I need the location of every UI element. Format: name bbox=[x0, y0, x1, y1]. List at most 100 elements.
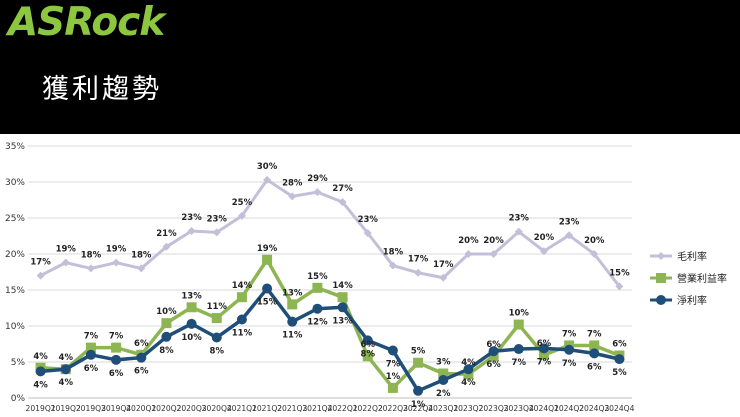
data-point-marker bbox=[288, 192, 297, 201]
data-point-marker bbox=[337, 302, 348, 313]
data-label-gross: 18% bbox=[81, 250, 102, 260]
data-point-marker bbox=[414, 268, 423, 277]
data-label-net: 8% bbox=[159, 346, 174, 356]
x-tick-label: 2020Q3 bbox=[177, 404, 207, 413]
y-tick-label: 0% bbox=[11, 394, 26, 404]
series-gross bbox=[36, 175, 624, 291]
data-label-operating: 4% bbox=[461, 358, 476, 368]
x-tick-label: 2023Q2 bbox=[453, 404, 483, 413]
data-point-marker bbox=[35, 366, 46, 377]
data-point-marker bbox=[539, 247, 548, 256]
data-point-marker bbox=[590, 250, 599, 258]
data-label-operating: 14% bbox=[232, 281, 253, 291]
data-point-marker bbox=[538, 349, 549, 360]
data-point-marker bbox=[363, 229, 372, 238]
data-label-operating: 11% bbox=[207, 302, 228, 312]
data-point-marker bbox=[614, 354, 625, 365]
data-label-net: 7% bbox=[562, 359, 577, 369]
data-point-marker bbox=[236, 292, 247, 303]
data-point-marker bbox=[186, 302, 197, 313]
y-tick-label: 25% bbox=[5, 214, 25, 224]
data-label-operating: 6% bbox=[486, 340, 501, 350]
x-tick-label: 2021Q2 bbox=[252, 404, 282, 413]
x-tick-label: 2019Q2 bbox=[51, 404, 81, 413]
data-label-gross: 29% bbox=[307, 174, 328, 184]
data-point-marker bbox=[262, 254, 273, 265]
data-label-gross: 19% bbox=[56, 245, 77, 255]
data-label-net: 7% bbox=[386, 359, 401, 369]
data-label-gross: 17% bbox=[30, 258, 51, 268]
data-point-marker bbox=[463, 364, 474, 375]
data-point-marker bbox=[186, 318, 197, 329]
data-label-operating: 14% bbox=[332, 281, 353, 291]
data-label-operating: 7% bbox=[109, 332, 124, 342]
x-tick-label: 2021Q1 bbox=[227, 404, 257, 413]
y-tick-label: 20% bbox=[5, 250, 25, 260]
x-tick-label: 2019Q1 bbox=[26, 404, 56, 413]
data-point-marker bbox=[262, 283, 273, 294]
data-point-marker bbox=[438, 375, 449, 385]
series-line-gross bbox=[39, 178, 621, 288]
x-tick-label: 2022Q2 bbox=[353, 404, 383, 413]
data-label-gross: 20% bbox=[458, 236, 479, 246]
data-label-gross: 23% bbox=[181, 213, 202, 223]
series-net bbox=[35, 283, 625, 396]
data-point-marker bbox=[136, 352, 147, 363]
data-label-operating: 3% bbox=[436, 358, 451, 368]
data-label-net: 10% bbox=[181, 333, 202, 343]
x-tick-label: 2023Q3 bbox=[479, 404, 509, 413]
data-label-operating: 6% bbox=[537, 339, 552, 349]
data-point-marker bbox=[338, 198, 347, 207]
x-tick-label: 2020Q4 bbox=[202, 404, 232, 413]
data-label-net: 13% bbox=[332, 316, 353, 326]
data-point-marker bbox=[488, 351, 499, 362]
data-label-net: 6% bbox=[109, 369, 124, 379]
data-label-gross: 15% bbox=[609, 268, 630, 278]
data-label-operating: 7% bbox=[587, 329, 602, 339]
data-point-marker bbox=[388, 261, 397, 270]
data-label-gross: 25% bbox=[232, 198, 253, 208]
data-point-marker bbox=[565, 231, 574, 240]
data-point-marker bbox=[312, 303, 323, 314]
grid-lines bbox=[28, 145, 632, 399]
data-point-marker bbox=[488, 346, 499, 357]
data-point-marker bbox=[287, 299, 298, 310]
data-point-marker bbox=[61, 258, 70, 267]
data-point-marker bbox=[85, 342, 96, 353]
data-point-marker bbox=[438, 368, 449, 379]
data-label-net: 2% bbox=[436, 389, 451, 399]
series-group bbox=[35, 175, 625, 396]
data-label-operating: 7% bbox=[562, 329, 577, 339]
legend-label: 淨利率 bbox=[677, 294, 707, 307]
data-point-marker bbox=[489, 250, 498, 258]
legend-label: 營業利益率 bbox=[677, 272, 727, 285]
data-label-net: 7% bbox=[512, 358, 527, 368]
y-tick-label: 10% bbox=[5, 322, 25, 332]
data-labels: 17% 19% 18% 19% 18% 21% 23% 23% 25% 30% 28% 29% 27% 2… bbox=[30, 162, 630, 410]
data-label-gross: 30% bbox=[257, 162, 278, 172]
data-label-gross: 17% bbox=[433, 260, 454, 270]
x-tick-label: 2022Q3 bbox=[378, 404, 408, 413]
data-label-net: 4% bbox=[461, 378, 476, 388]
data-label-net: 7% bbox=[537, 357, 552, 367]
legend-item-gross: 毛利率 bbox=[650, 250, 707, 263]
data-label-operating: 4% bbox=[33, 352, 48, 362]
data-point-marker bbox=[161, 318, 172, 329]
data-label-operating: 19% bbox=[257, 244, 278, 254]
data-point-marker bbox=[312, 282, 323, 293]
data-point-marker bbox=[287, 316, 298, 327]
y-tick-label: 35% bbox=[5, 142, 25, 152]
data-label-gross: 20% bbox=[534, 233, 555, 243]
data-point-marker bbox=[656, 273, 666, 283]
data-label-gross: 23% bbox=[509, 214, 530, 224]
data-label-net: 4% bbox=[59, 378, 74, 388]
data-label-gross: 18% bbox=[383, 248, 404, 258]
x-tick-label: 2021Q3 bbox=[277, 404, 307, 413]
data-label-gross: 27% bbox=[332, 184, 353, 194]
x-tick-label: 2019Q4 bbox=[101, 404, 131, 413]
header-bar: ASRock 獲利趨勢 bbox=[0, 0, 740, 134]
data-point-marker bbox=[538, 343, 549, 354]
legend-label: 毛利率 bbox=[677, 250, 707, 263]
data-point-marker bbox=[161, 331, 172, 342]
